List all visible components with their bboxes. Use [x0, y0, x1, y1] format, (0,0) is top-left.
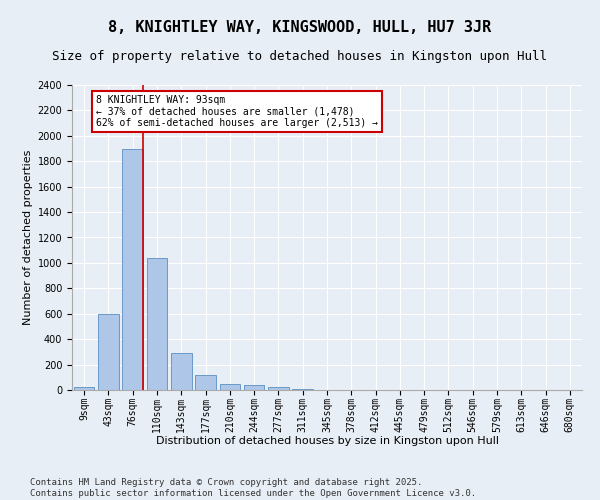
Text: Contains HM Land Registry data © Crown copyright and database right 2025.
Contai: Contains HM Land Registry data © Crown c…	[30, 478, 476, 498]
Bar	[98, 314, 119, 390]
Bar	[244, 385, 265, 390]
Bar	[171, 352, 191, 390]
Text: 8, KNIGHTLEY WAY, KINGSWOOD, HULL, HU7 3JR: 8, KNIGHTLEY WAY, KINGSWOOD, HULL, HU7 3…	[109, 20, 491, 35]
Bar	[122, 148, 143, 390]
Text: 8 KNIGHTLEY WAY: 93sqm
← 37% of detached houses are smaller (1,478)
62% of semi-: 8 KNIGHTLEY WAY: 93sqm ← 37% of detached…	[96, 95, 378, 128]
Bar	[74, 388, 94, 390]
Y-axis label: Number of detached properties: Number of detached properties	[23, 150, 34, 325]
X-axis label: Distribution of detached houses by size in Kingston upon Hull: Distribution of detached houses by size …	[155, 436, 499, 446]
Bar	[146, 258, 167, 390]
Text: Size of property relative to detached houses in Kingston upon Hull: Size of property relative to detached ho…	[53, 50, 548, 63]
Bar	[220, 384, 240, 390]
Bar	[268, 387, 289, 390]
Bar	[195, 376, 216, 390]
